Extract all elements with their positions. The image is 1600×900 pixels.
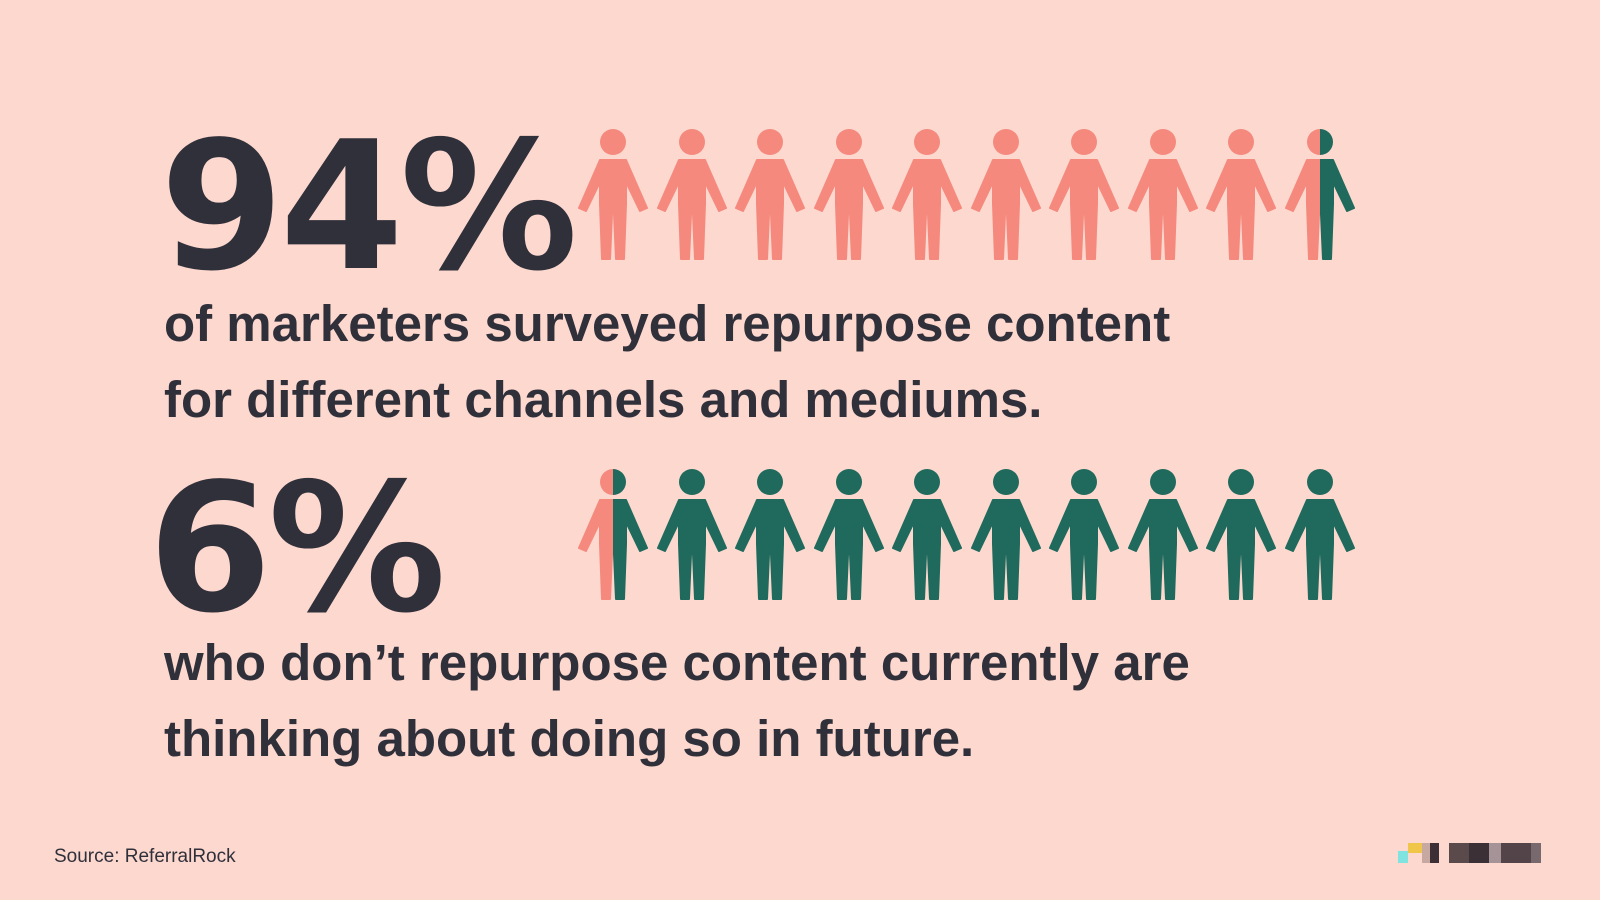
person-icon [578, 129, 648, 260]
person-icon [1284, 469, 1355, 600]
person-icon [656, 129, 727, 260]
stat1-pictogram [578, 128, 1355, 260]
person-icon [1206, 129, 1276, 260]
stat2-text-line1: who don’t repurpose content currently ar… [164, 634, 1190, 691]
stat2-text-line2: thinking about doing so in future. [164, 710, 975, 767]
person-icon [1206, 469, 1276, 600]
stat2-pictogram [578, 468, 1355, 600]
person-icon [1284, 129, 1355, 260]
stat1-text-line1: of marketers surveyed repurpose content [164, 295, 1171, 352]
person-icon [1049, 469, 1119, 600]
person-icon [1049, 129, 1119, 260]
person-icon [735, 129, 805, 260]
person-icon [578, 469, 648, 600]
person-icon [813, 469, 884, 600]
person-icon [1127, 469, 1198, 600]
brand-logo [1398, 843, 1541, 863]
person-icon [813, 129, 884, 260]
stat2-value: 6% [148, 445, 446, 652]
stat1-text-line2: for different channels and mediums. [164, 371, 1043, 428]
stat1-value: 94% [160, 103, 578, 310]
person-icon [970, 129, 1041, 260]
person-icon [735, 469, 805, 600]
person-icon [656, 469, 727, 600]
person-icon [1127, 129, 1198, 260]
person-icon [892, 129, 962, 260]
person-icon [970, 469, 1041, 600]
person-icon [892, 469, 962, 600]
source-credit: Source: ReferralRock [54, 846, 236, 867]
